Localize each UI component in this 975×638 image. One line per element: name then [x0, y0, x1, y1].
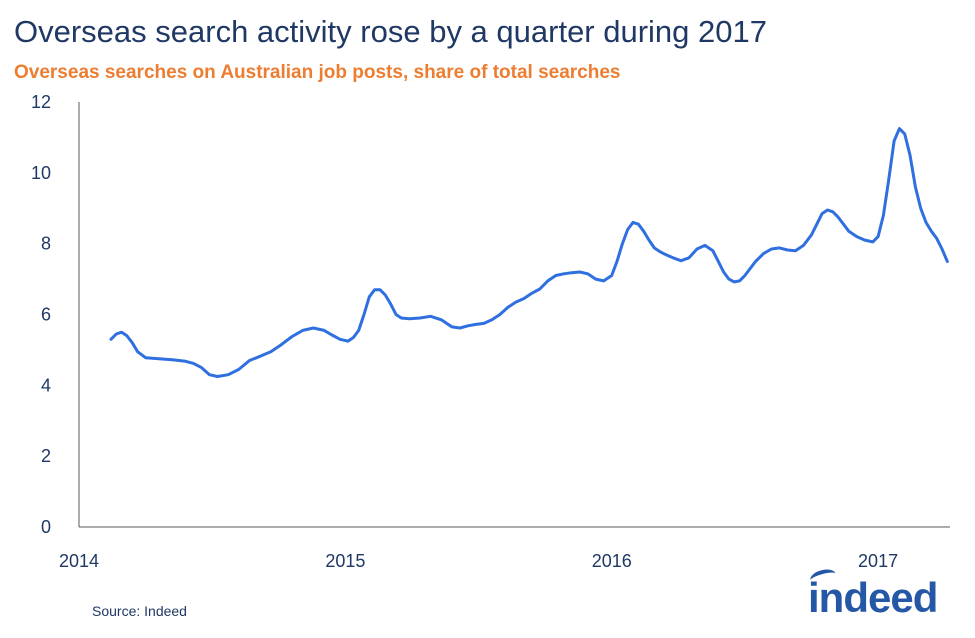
y-tick-label: 8 — [41, 234, 51, 254]
y-tick-label: 12 — [31, 92, 51, 112]
y-tick-label: 10 — [31, 163, 51, 183]
chart-subtitle: Overseas searches on Australian job post… — [14, 62, 621, 83]
x-tick-label: 2017 — [858, 551, 898, 571]
x-tick-label: 2014 — [59, 551, 99, 571]
source-note: Source: Indeed — [92, 603, 187, 619]
indeed-logo: indeed — [808, 566, 938, 622]
y-tick-label: 4 — [41, 375, 51, 395]
logo-text: indeed — [808, 574, 938, 621]
y-tick-label: 0 — [41, 517, 51, 537]
x-tick-label: 2016 — [592, 551, 632, 571]
series-line — [109, 127, 949, 378]
y-tick-label: 6 — [41, 305, 51, 325]
chart-title: Overseas search activity rose by a quart… — [14, 14, 767, 49]
x-tick-label: 2015 — [325, 551, 365, 571]
y-tick-label: 2 — [41, 446, 51, 466]
